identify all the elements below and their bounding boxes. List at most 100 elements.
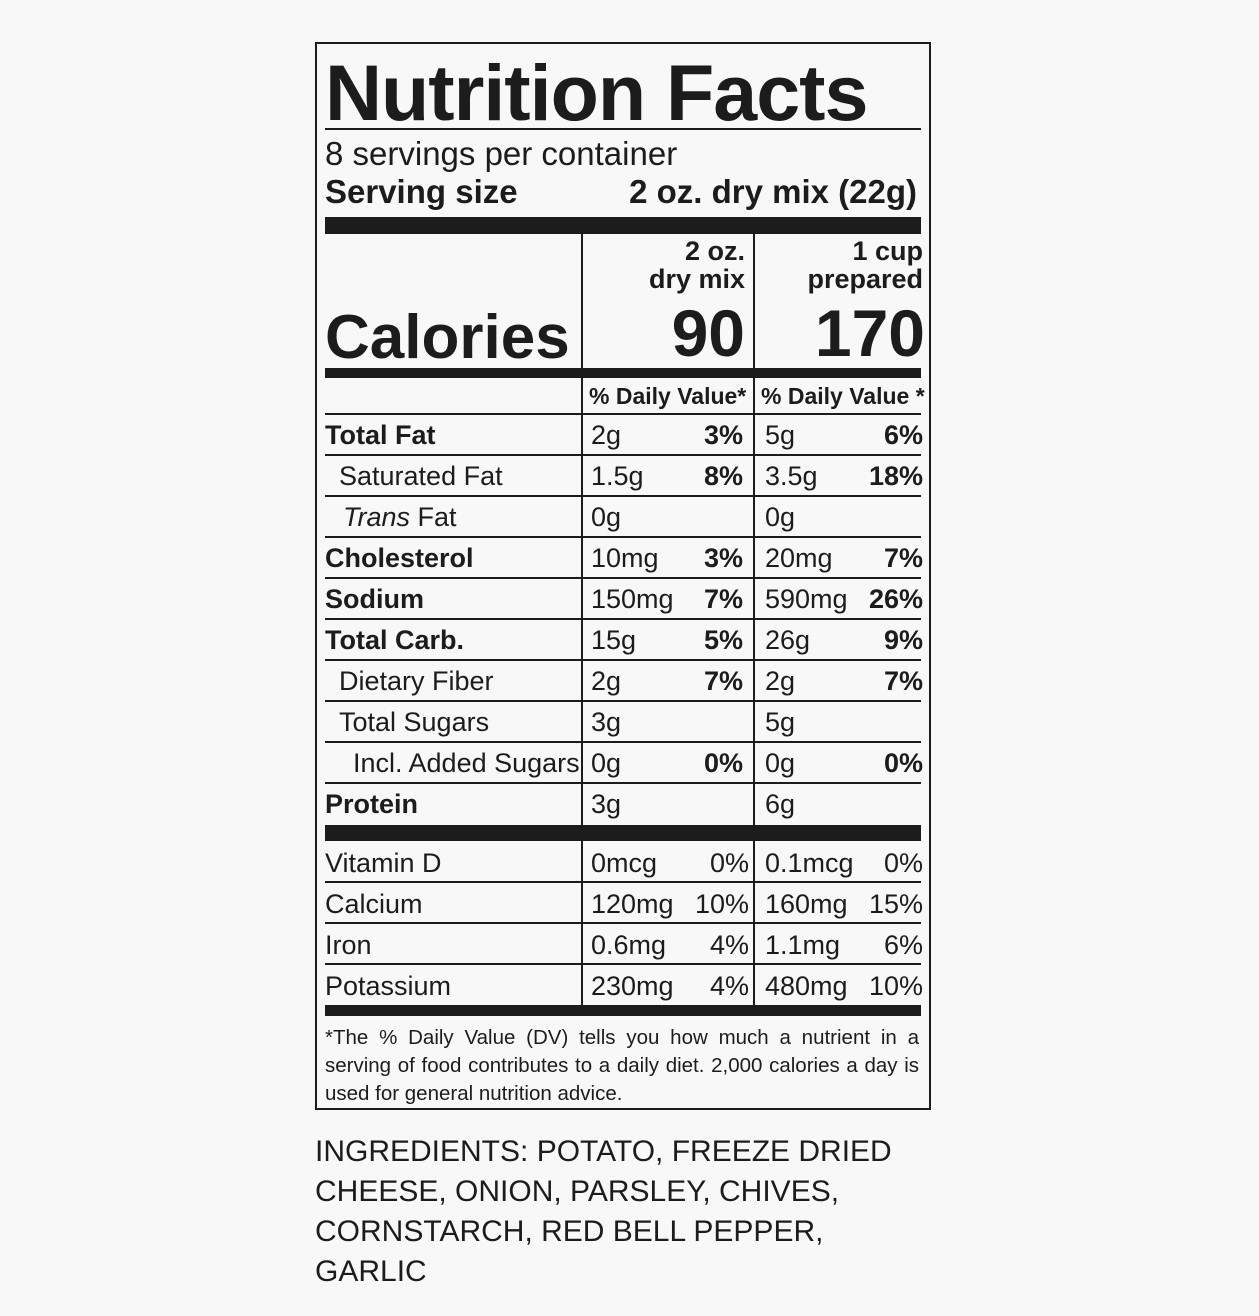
column-divider	[753, 234, 755, 368]
column-divider	[581, 923, 583, 964]
divider	[325, 782, 921, 784]
dv-dry-mix: 4%	[709, 971, 749, 1001]
column-divider	[581, 620, 583, 661]
nutrient-name: Sodium	[325, 584, 424, 614]
serving-size-value: 2 oz. dry mix (22g)	[629, 173, 917, 210]
thick-divider	[325, 1005, 921, 1016]
column-divider	[753, 923, 755, 964]
servings-per-container: 8 servings per container	[325, 135, 678, 172]
divider	[325, 922, 921, 924]
nutrient-name: Total Carb.	[325, 625, 465, 655]
amount-dry-mix: 15g	[591, 625, 637, 655]
amount-prepared: 5g	[765, 707, 796, 737]
column-divider	[753, 538, 755, 579]
dv-prepared: 7%	[883, 543, 923, 573]
dv-prepared: 18%	[868, 461, 923, 491]
nutrient-name: Total Fat	[325, 420, 436, 450]
amount-dry-mix: 2g	[591, 666, 622, 696]
dv-prepared: 7%	[883, 666, 923, 696]
column-divider	[581, 456, 583, 497]
column-divider	[753, 579, 755, 620]
amount-prepared: 5g	[765, 420, 796, 450]
dv-dry-mix: 5%	[703, 625, 743, 655]
amount-prepared: 6g	[765, 789, 796, 819]
amount-dry-mix: 1.5g	[591, 461, 644, 491]
amount-prepared: 0g	[765, 502, 796, 532]
ingredients-list: INGREDIENTS: POTATO, FREEZE DRIED CHEESE…	[315, 1135, 892, 1288]
divider	[325, 963, 921, 965]
dv-header-col1: % Daily Value*	[589, 383, 747, 409]
column-divider	[753, 743, 755, 784]
daily-value-footnote: *The % Daily Value (DV) tells you how mu…	[325, 1026, 919, 1105]
amount-dry-mix: 0.6mg	[591, 930, 667, 960]
dv-prepared: 10%	[868, 971, 923, 1001]
amount-dry-mix: 0g	[591, 748, 622, 778]
amount-dry-mix: 2g	[591, 420, 622, 450]
dv-prepared: 6%	[883, 420, 923, 450]
vitamin-name: Potassium	[325, 971, 452, 1001]
nutrient-name: Incl. Added Sugars	[353, 748, 580, 778]
column-divider	[581, 702, 583, 743]
column-divider	[581, 661, 583, 702]
nutrient-name: Trans Fat	[343, 497, 457, 537]
calories-prepared: 170	[814, 296, 925, 370]
divider	[325, 413, 921, 415]
amount-dry-mix: 230mg	[591, 971, 674, 1001]
amount-prepared: 0g	[765, 748, 796, 778]
divider	[325, 536, 921, 538]
amount-dry-mix: 3g	[591, 707, 622, 737]
column-divider	[753, 661, 755, 702]
dv-dry-mix: 0%	[709, 848, 749, 878]
dv-prepared: 9%	[883, 625, 923, 655]
divider	[325, 128, 921, 130]
column-divider	[581, 234, 583, 368]
vitamin-name: Vitamin D	[325, 848, 442, 878]
col2-header: 1 cup prepared	[807, 236, 923, 294]
amount-dry-mix: 150mg	[591, 584, 674, 614]
divider	[325, 700, 921, 702]
column-divider	[753, 456, 755, 497]
amount-prepared: 1.1mg	[765, 930, 841, 960]
nutrient-name: Dietary Fiber	[339, 666, 494, 696]
dv-prepared: 6%	[883, 930, 923, 960]
column-divider	[581, 841, 583, 882]
dv-header-col2: % Daily Value *	[761, 383, 925, 409]
vitamin-name: Calcium	[325, 889, 423, 919]
thick-divider	[325, 368, 921, 378]
divider	[325, 881, 921, 883]
column-divider	[753, 415, 755, 456]
divider	[325, 741, 921, 743]
dv-dry-mix: 7%	[703, 584, 743, 614]
column-divider	[753, 620, 755, 661]
divider	[325, 618, 921, 620]
dv-dry-mix: 3%	[703, 543, 743, 573]
column-divider	[753, 378, 755, 414]
column-divider	[581, 538, 583, 579]
dv-dry-mix: 10%	[694, 889, 749, 919]
amount-prepared: 480mg	[765, 971, 848, 1001]
column-divider	[753, 784, 755, 825]
col1-header: 2 oz. dry mix	[648, 236, 745, 294]
column-divider	[581, 415, 583, 456]
amount-prepared: 3.5g	[765, 461, 818, 491]
column-divider	[581, 964, 583, 1005]
serving-size-label: Serving size	[325, 173, 518, 210]
thick-divider	[325, 217, 921, 234]
dv-dry-mix: 0%	[703, 748, 743, 778]
nutrient-name-italic: Trans	[343, 502, 411, 532]
column-divider	[581, 497, 583, 538]
column-divider	[753, 497, 755, 538]
column-divider	[581, 784, 583, 825]
dv-dry-mix: 8%	[703, 461, 743, 491]
divider	[325, 495, 921, 497]
divider	[325, 577, 921, 579]
column-divider	[581, 378, 583, 414]
column-divider	[753, 702, 755, 743]
dv-prepared: 0%	[883, 848, 923, 878]
dv-prepared: 26%	[868, 584, 923, 614]
nutrient-name: Saturated Fat	[339, 461, 503, 491]
divider	[325, 659, 921, 661]
nutrient-name: Total Sugars	[339, 707, 490, 737]
column-divider	[753, 964, 755, 1005]
amount-prepared: 160mg	[765, 889, 848, 919]
